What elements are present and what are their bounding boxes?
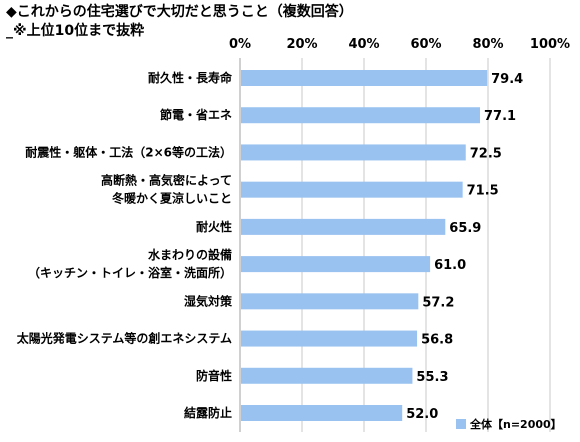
x-tick-labels: 0% 20% 40% 60% 80% 100% [229, 37, 570, 52]
category-label: 太陽光発電システム等の創エネシステム [17, 331, 232, 346]
legend-swatch [456, 419, 466, 429]
x-tick-label: 40% [348, 37, 379, 52]
value-label: 72.5 [470, 146, 502, 161]
value-label: 79.4 [491, 72, 523, 87]
x-tick-label: 100% [530, 37, 570, 52]
category-label: 湿気対策 [184, 293, 233, 308]
value-label: 65.9 [449, 221, 481, 236]
value-label: 77.1 [484, 109, 516, 124]
category-label: 耐震性・躯体・工法（2×6等の工法） [25, 144, 232, 159]
bar [241, 330, 418, 347]
bar [241, 181, 463, 198]
category-label: 結露防止 [184, 405, 232, 420]
bars [241, 70, 488, 421]
bar [241, 218, 446, 235]
category-label: 防音性 [196, 368, 232, 383]
x-tick-label: 80% [472, 37, 503, 52]
x-tick-label: 20% [286, 37, 317, 52]
title-block: ◆これからの住宅選びで大切だと思うこと（複数回答） _※上位10位まで抜粋 [6, 2, 353, 40]
category-label: 水まわりの設備 [148, 247, 232, 262]
bar [241, 256, 431, 273]
x-tick-label: 0% [229, 37, 251, 52]
bar [241, 293, 419, 310]
category-label: 節電・省エネ [160, 107, 232, 122]
category-label: 耐火性 [196, 219, 232, 234]
value-label: 57.2 [422, 295, 454, 310]
bar [241, 367, 413, 384]
bar [241, 107, 481, 124]
legend-label: 全体【n=2000】 [469, 417, 562, 431]
bar [241, 144, 466, 161]
value-label: 55.3 [416, 370, 448, 385]
bar [241, 405, 403, 421]
value-label: 61.0 [434, 258, 466, 273]
category-label: 冬暖かく夏涼しいこと [112, 191, 232, 206]
value-label: 56.8 [421, 333, 453, 348]
chart-subtitle: _※上位10位まで抜粋 [6, 23, 145, 39]
value-label: 71.5 [467, 184, 499, 199]
bar [241, 70, 488, 86]
x-tick-label: 60% [410, 37, 441, 52]
value-label: 52.0 [406, 407, 438, 422]
category-label: 耐久性・長寿命 [148, 70, 233, 85]
category-label: （キッチン・トイレ・浴室・洗面所） [28, 265, 232, 280]
category-label: 高断熱・高気密によって [101, 173, 232, 188]
value-labels: 79.4 77.1 72.5 71.5 65.9 61.0 57.2 56.8 55.3 52.0 [406, 72, 523, 422]
chart-title: ◆これからの住宅選びで大切だと思うこと（複数回答） [6, 4, 353, 20]
legend: 全体【n=2000】 [456, 417, 562, 431]
